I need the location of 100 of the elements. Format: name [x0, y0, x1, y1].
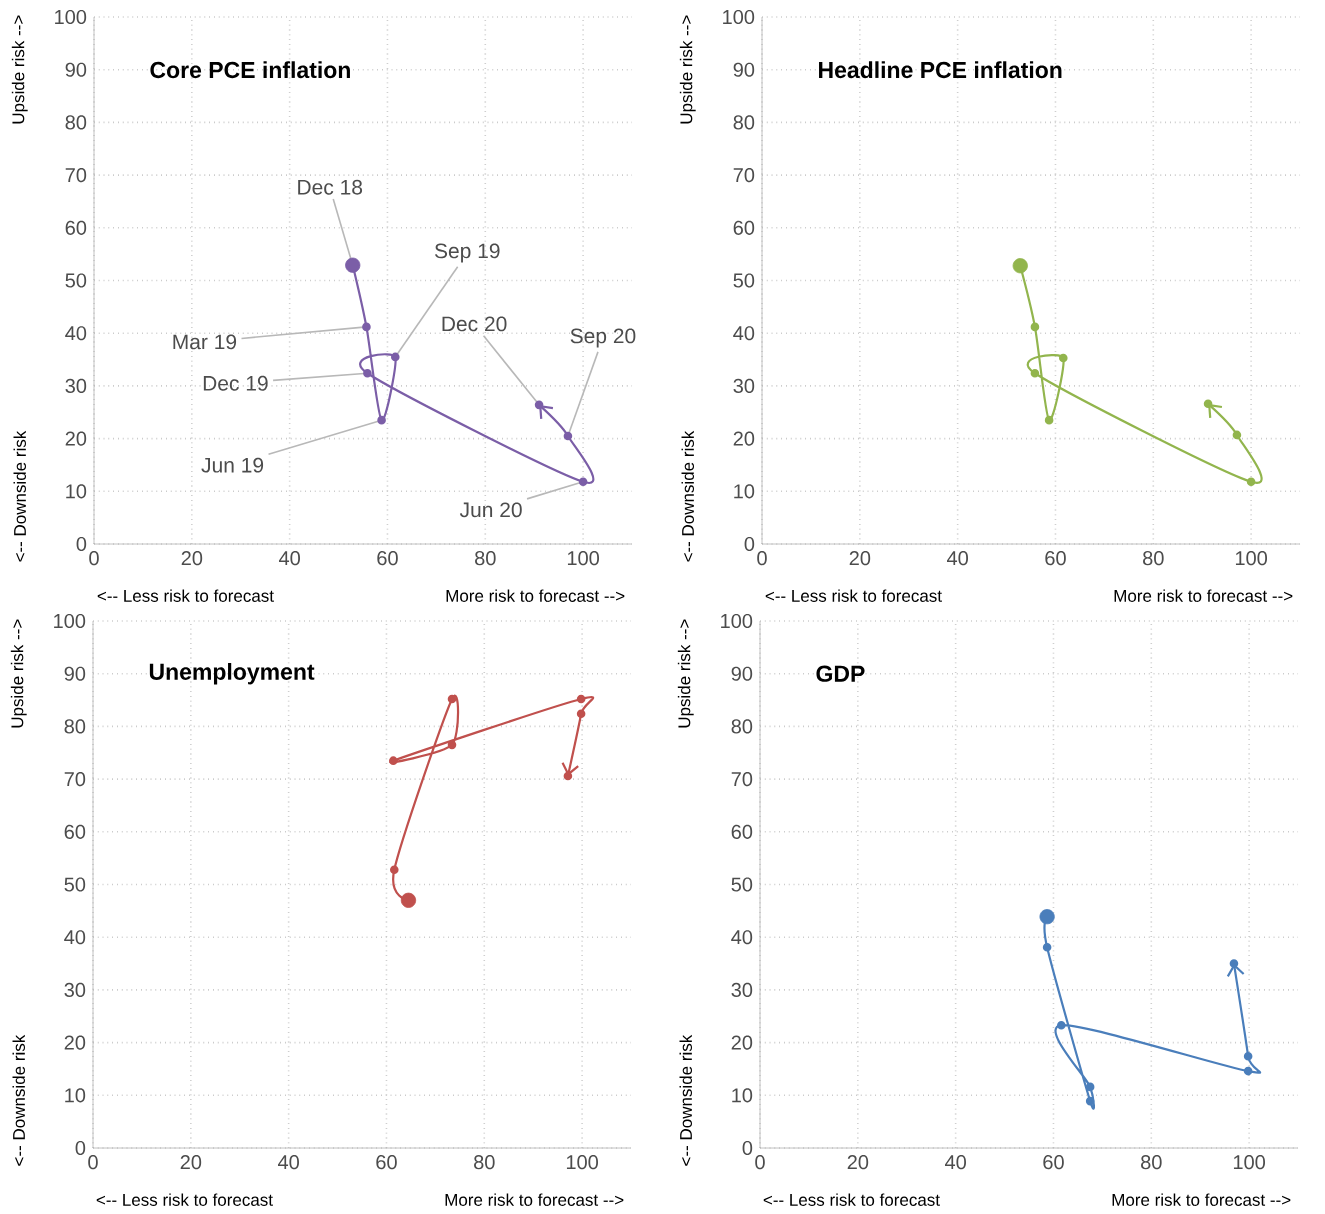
- y-tick-label: 30: [733, 378, 755, 393]
- y-tick-label: 60: [731, 824, 753, 839]
- y-tick-label: 90: [731, 666, 753, 681]
- x-tick-label: 0: [88, 1155, 98, 1170]
- point: [390, 352, 400, 362]
- y-tick-label: 70: [65, 168, 87, 183]
- y-tick-label: 0: [76, 536, 87, 552]
- text: More risk to forecast -->: [445, 1193, 624, 1206]
- x-tick-label: 80: [1143, 551, 1164, 566]
- y-tick-label: 90: [64, 666, 86, 681]
- y-tick-label: 90: [733, 62, 755, 77]
- point: [1030, 368, 1040, 378]
- y-tick-label: 100: [721, 613, 753, 629]
- y-tick-label: 30: [65, 378, 87, 393]
- point: [389, 865, 399, 875]
- text: Core PCE inflation: [150, 61, 350, 79]
- y-tick-label: 50: [733, 273, 755, 288]
- y-tick-label: 50: [64, 877, 86, 892]
- x-tick-label: 60: [377, 551, 398, 566]
- y-tick-label: 50: [731, 877, 753, 892]
- x-axis-title: <-- Less risk to forecast: [765, 589, 942, 602]
- point: [1059, 353, 1068, 363]
- y-tick-label: 20: [731, 1035, 753, 1050]
- point: [377, 415, 386, 425]
- x-tick-label: 60: [1045, 551, 1066, 566]
- x-tick-label: 40: [278, 551, 300, 566]
- y-tick-label: 20: [65, 431, 87, 446]
- point: [1085, 1082, 1095, 1092]
- x-tick-label: 40: [277, 1155, 299, 1170]
- x-axis-title: <-- Less risk to forecast: [97, 589, 274, 602]
- y-tick-label: 80: [731, 719, 753, 734]
- y-tick-label: 60: [64, 824, 86, 839]
- y-tick-label: 100: [54, 613, 86, 629]
- point: [1042, 942, 1052, 952]
- x-tick-label: 80: [475, 551, 496, 566]
- y-tick-label: 30: [731, 982, 753, 997]
- y-axis-title: <-- Downside risk: [679, 1034, 692, 1166]
- y-axis-title: <-- Downside risk: [13, 430, 26, 562]
- y-tick-label: 100: [55, 9, 87, 25]
- point: [578, 477, 588, 487]
- x-axis-title: <-- Less risk to forecast: [763, 1193, 940, 1206]
- y-tick-label: 40: [65, 326, 87, 341]
- x-tick-label: 100: [567, 551, 600, 566]
- y-tick-label: 80: [65, 115, 87, 130]
- point: [363, 368, 372, 378]
- annotation: Jun 20: [459, 502, 522, 518]
- y-tick-label: 10: [66, 484, 87, 499]
- y-tick-label: 40: [731, 930, 753, 945]
- text: Upside risk -->: [677, 619, 694, 728]
- y-tick-label: 90: [65, 62, 87, 77]
- y-tick-label: 40: [733, 326, 755, 341]
- x-tick-label: 20: [847, 1155, 869, 1170]
- y-tick-label: 40: [64, 930, 86, 945]
- y-tick-label: 60: [733, 220, 755, 235]
- x-tick-label: 100: [566, 1155, 599, 1170]
- text: Upside risk -->: [10, 619, 27, 728]
- text: GDP: [816, 665, 865, 682]
- y-tick-label: 10: [734, 484, 755, 499]
- y-tick-label: 70: [733, 168, 755, 183]
- x-tick-label: 60: [1043, 1155, 1064, 1170]
- text: Headline PCE inflation: [819, 61, 1062, 79]
- annotation: Mar 19: [173, 334, 237, 350]
- text: Unemployment: [149, 663, 315, 685]
- point: [1243, 1052, 1253, 1061]
- point: [576, 694, 586, 704]
- x-tick-label: 0: [755, 1155, 765, 1170]
- y-tick-label: 80: [733, 115, 755, 130]
- point: [563, 431, 573, 441]
- annotation: Jun 19: [201, 457, 264, 473]
- text: More risk to forecast -->: [1114, 589, 1293, 602]
- y-tick-label: 70: [731, 772, 753, 787]
- annotation: Dec 20: [442, 316, 507, 332]
- text: More risk to forecast -->: [1112, 1193, 1291, 1206]
- point: [1030, 322, 1040, 332]
- x-tick-label: 80: [474, 1155, 495, 1170]
- point: [1232, 430, 1242, 440]
- y-tick-label: 60: [65, 220, 87, 235]
- y-tick-label: 80: [64, 719, 86, 734]
- x-tick-label: 60: [376, 1155, 397, 1170]
- x-axis-title: <-- Less risk to forecast: [96, 1193, 273, 1206]
- y-tick-label: 50: [65, 273, 87, 288]
- point: [1044, 415, 1054, 425]
- y-axis-title: <-- Downside risk: [681, 430, 694, 562]
- x-tick-label: 40: [947, 551, 968, 566]
- point: [1243, 1066, 1253, 1076]
- point: [576, 709, 586, 719]
- point: [1057, 1020, 1066, 1030]
- y-axis-title: <-- Downside risk: [12, 1034, 25, 1166]
- y-tick-label: 100: [723, 9, 755, 25]
- text: Upside risk -->: [11, 15, 28, 124]
- point: [447, 694, 457, 704]
- y-tick-label: 20: [64, 1035, 86, 1050]
- text: Upside risk -->: [679, 15, 696, 124]
- annotation: Dec 18: [298, 179, 363, 195]
- x-tick-label: 40: [945, 1155, 966, 1170]
- y-tick-label: 10: [65, 1088, 86, 1103]
- y-tick-label: 30: [64, 982, 86, 997]
- point: [389, 756, 398, 765]
- x-tick-label: 20: [181, 551, 203, 566]
- y-tick-label: 0: [744, 536, 755, 552]
